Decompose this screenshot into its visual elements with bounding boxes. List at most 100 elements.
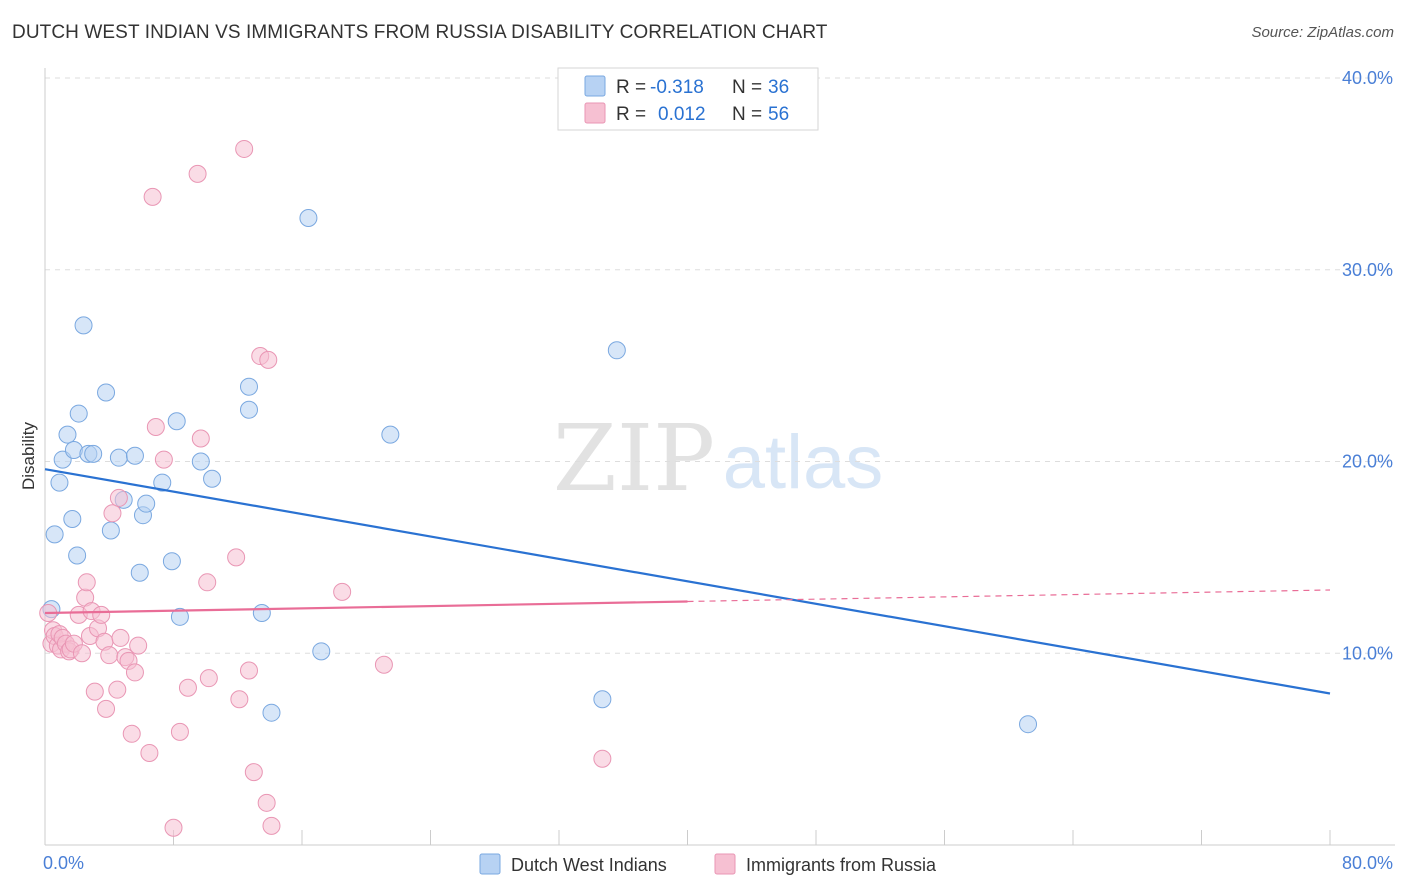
russia-point-48: [244, 763, 263, 782]
dutch-west-indian-point-33: [593, 690, 612, 709]
dutch-west-indian-point-19: [137, 494, 156, 513]
russia-point-31: [125, 663, 144, 682]
x-tick-label-1: 80.0%: [1342, 853, 1393, 873]
dutch-west-indian-point-14: [109, 448, 128, 467]
dutch-west-indian-point-28: [262, 703, 281, 722]
dutch-west-indian-point-1: [45, 525, 64, 544]
russia-point-42: [198, 573, 217, 592]
dutch-west-indian-point-35: [191, 452, 210, 471]
dutch-west-indian-point-13: [101, 521, 120, 540]
russia-point-54: [374, 655, 393, 674]
russia-point-20: [92, 605, 111, 624]
russia-point-34: [143, 187, 162, 206]
russia-point-43: [199, 669, 218, 688]
russia-point-37: [164, 818, 183, 837]
russia-point-30: [122, 724, 141, 743]
series-legend-label-blue: Dutch West Indians: [511, 855, 667, 875]
russia-point-40: [188, 164, 207, 183]
watermark-atlas: atlas: [723, 420, 884, 505]
russia-point-18: [85, 682, 104, 701]
stats-legend: R = -0.318 N = 36 R = 0.012 N = 56: [557, 67, 819, 131]
russia-point-24: [103, 504, 122, 523]
russia-point-41: [191, 429, 210, 448]
legend-n-value-blue: 36: [768, 77, 789, 98]
y-tick-label-3: 40.0%: [1342, 68, 1393, 88]
series-legend: Dutch West Indians Immigrants from Russi…: [479, 853, 937, 875]
russia-point-50: [257, 793, 276, 812]
legend-swatch-blue: [584, 75, 606, 97]
legend-n-value-pink: 56: [768, 104, 789, 125]
dutch-west-indian-point-22: [167, 412, 186, 431]
x-tick-label-0: 0.0%: [43, 853, 84, 873]
legend-r-value-blue: -0.318: [650, 77, 704, 98]
russia-point-32: [129, 636, 148, 655]
russia-point-53: [333, 582, 352, 601]
dutch-west-indian-point-23: [170, 607, 189, 626]
trend-line-russia-solid: [44, 600, 688, 615]
trend-lines: [44, 468, 1331, 695]
dutch-west-indian-point-27: [252, 603, 271, 622]
source-credit: Source: ZipAtlas.com: [1251, 24, 1394, 41]
dutch-west-indian-point-32: [607, 341, 626, 360]
series-legend-label-pink: Immigrants from Russia: [746, 855, 937, 875]
dutch-west-indian-point-16: [125, 446, 144, 465]
russia-point-39: [178, 678, 197, 697]
trend-line-russia-dashed: [687, 589, 1331, 603]
legend-swatch-pink: [584, 102, 606, 124]
dutch-west-indian-point-5: [63, 510, 82, 529]
russia-point-25: [108, 680, 127, 699]
gridlines: [45, 77, 1395, 654]
legend-r-value-pink: 0.012: [658, 104, 706, 125]
y-tick-label-1: 20.0%: [1342, 452, 1393, 472]
series-legend-swatch-blue: [479, 853, 501, 875]
dutch-west-indian-point-21: [162, 552, 181, 571]
series-immigrants-from-russia: [39, 139, 612, 837]
dutch-west-indian-point-11: [84, 444, 103, 463]
russia-point-35: [146, 417, 165, 436]
dutch-west-indian-point-8: [69, 404, 88, 423]
chart-title: DUTCH WEST INDIAN VS IMMIGRANTS FROM RUS…: [12, 22, 828, 43]
russia-point-13: [72, 644, 91, 663]
russia-point-33: [140, 743, 159, 762]
y-tick-label-2: 30.0%: [1342, 260, 1393, 280]
dutch-west-indian-point-30: [312, 642, 331, 661]
dutch-west-indian-point-7: [68, 546, 87, 565]
russia-point-36: [154, 450, 173, 469]
dutch-west-indian-point-31: [381, 425, 400, 444]
trend-line-dutch-west-indians: [44, 468, 1331, 695]
watermark-zip: ZIP: [553, 405, 715, 512]
watermark: ZIP atlas: [553, 405, 883, 512]
legend-n-label-pink: N =: [732, 104, 762, 125]
russia-point-55: [593, 749, 612, 768]
dutch-west-indian-point-24: [203, 469, 222, 488]
russia-point-51: [262, 816, 281, 835]
russia-point-47: [239, 661, 258, 680]
russia-point-15: [77, 573, 96, 592]
legend-r-label-pink: R =: [616, 104, 646, 125]
dutch-west-indian-point-25: [239, 400, 258, 419]
russia-point-52: [259, 350, 278, 369]
legend-r-label-blue: R =: [616, 77, 646, 98]
legend-n-label-blue: N =: [732, 77, 762, 98]
russia-point-26: [109, 488, 128, 507]
y-tick-label-0: 10.0%: [1342, 643, 1393, 663]
dutch-west-indian-point-12: [97, 383, 116, 402]
russia-point-23: [100, 646, 119, 665]
series-dutch-west-indians: [42, 208, 1038, 734]
russia-point-44: [227, 548, 246, 567]
dutch-west-indian-point-4: [58, 425, 77, 444]
russia-point-46: [235, 139, 254, 158]
tick-labels: 10.0% 20.0% 30.0% 40.0% 0.0% 80.0%: [43, 68, 1393, 873]
axes: [44, 68, 1395, 846]
dutch-west-indian-point-34: [1019, 715, 1038, 734]
dutch-west-indian-point-17: [130, 563, 149, 582]
dutch-west-indian-point-9: [74, 316, 93, 335]
dutch-west-indian-point-20: [153, 473, 172, 492]
russia-point-45: [230, 690, 249, 709]
y-axis-label: Disability: [19, 421, 38, 490]
dutch-west-indian-point-2: [50, 473, 69, 492]
russia-point-38: [170, 722, 189, 741]
series-legend-swatch-pink: [714, 853, 736, 875]
dutch-west-indian-point-29: [299, 208, 318, 227]
